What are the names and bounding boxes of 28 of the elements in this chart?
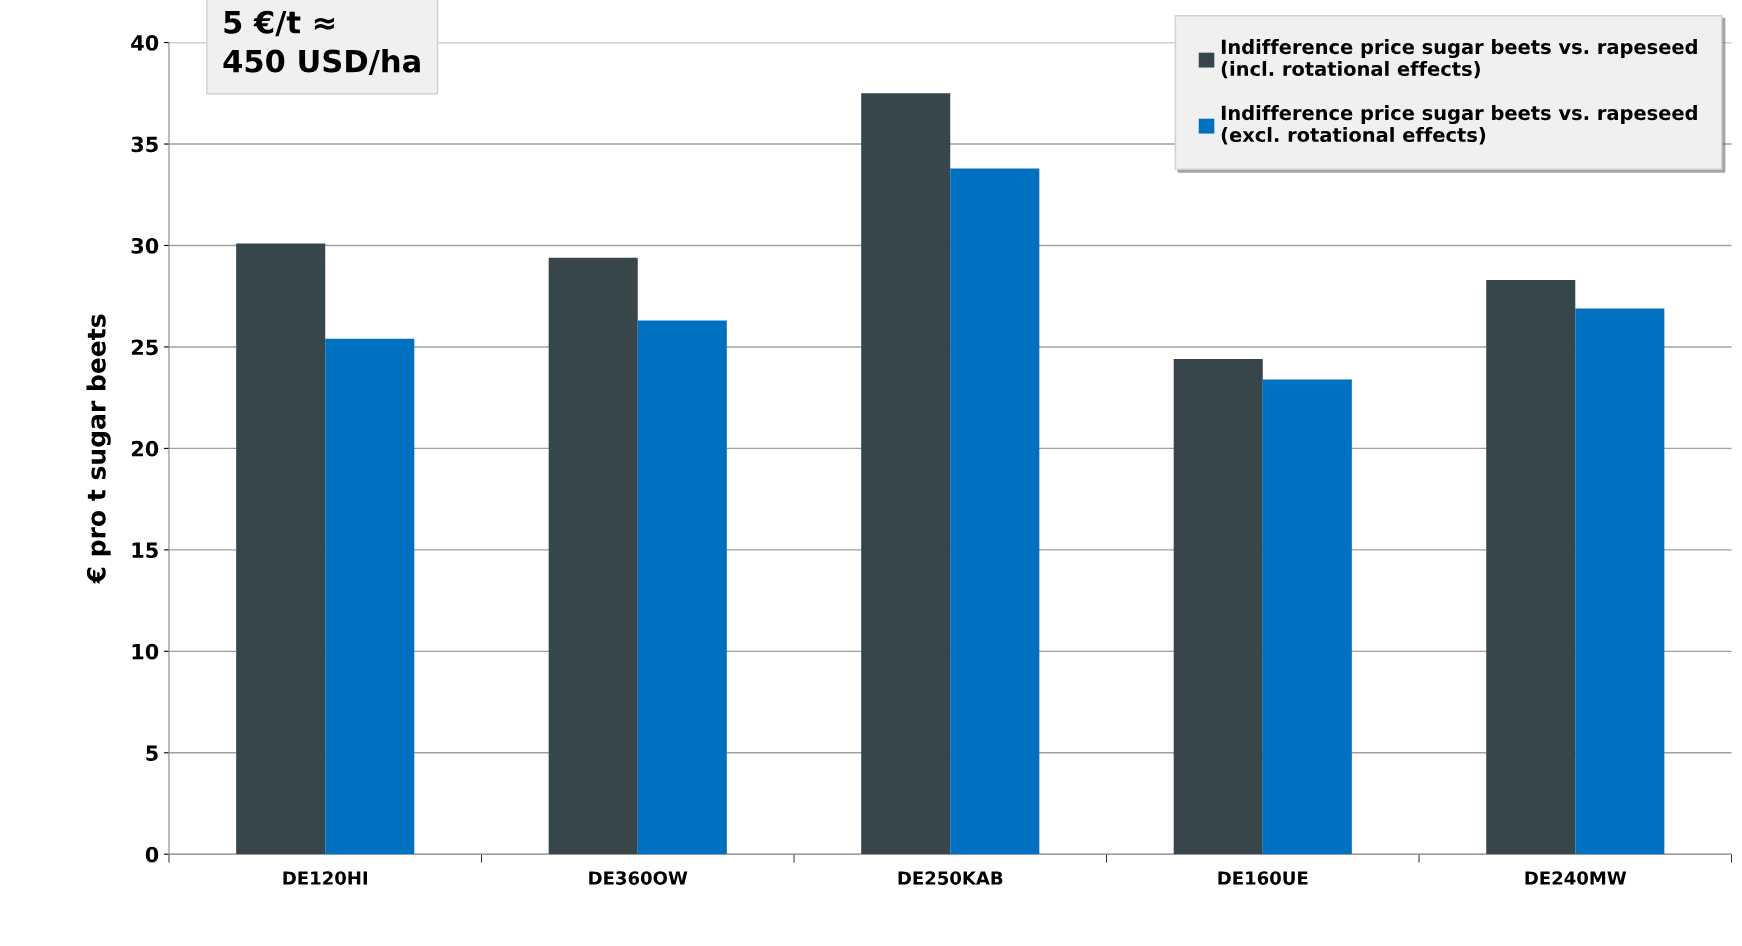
y-axis-title: € pro t sugar beets — [86, 314, 111, 584]
bar — [1173, 359, 1263, 855]
y-tick-label: 25 — [131, 339, 158, 356]
bar — [1262, 379, 1352, 855]
legend-label: Indifference price sugar beets vs. rapeseed (incl. rotational effects) — [1221, 39, 1697, 79]
bar — [950, 168, 1040, 855]
bar — [325, 338, 415, 855]
bar — [1486, 279, 1576, 855]
y-tick-label: 40 — [131, 35, 159, 51]
x-tick-label: DE120HI — [283, 871, 367, 885]
y-tick-label: 0 — [145, 846, 159, 863]
x-tick-label: DE240MW — [1525, 871, 1627, 885]
bar — [236, 243, 326, 855]
bar — [548, 257, 638, 855]
legend-label: Indifference price sugar beets vs. rapeseed (excl. rotational effects) — [1221, 105, 1697, 145]
x-tick-label: DE360OW — [589, 871, 688, 885]
y-tick-label: 10 — [132, 643, 159, 660]
bar — [637, 320, 727, 855]
x-tick-label: DE160UE — [1218, 871, 1308, 885]
y-tick-label: 15 — [132, 542, 158, 559]
y-tick-label: 5 — [146, 745, 158, 761]
annotation: 5 €/t ≈ 450 USD/ha — [223, 10, 420, 76]
x-tick-label: DE250KAB — [898, 871, 1003, 885]
bar — [861, 93, 951, 855]
y-tick-label: 20 — [131, 440, 159, 457]
y-tick-label: 30 — [131, 237, 159, 254]
y-tick-label: 35 — [131, 136, 158, 153]
bar — [1575, 308, 1665, 855]
